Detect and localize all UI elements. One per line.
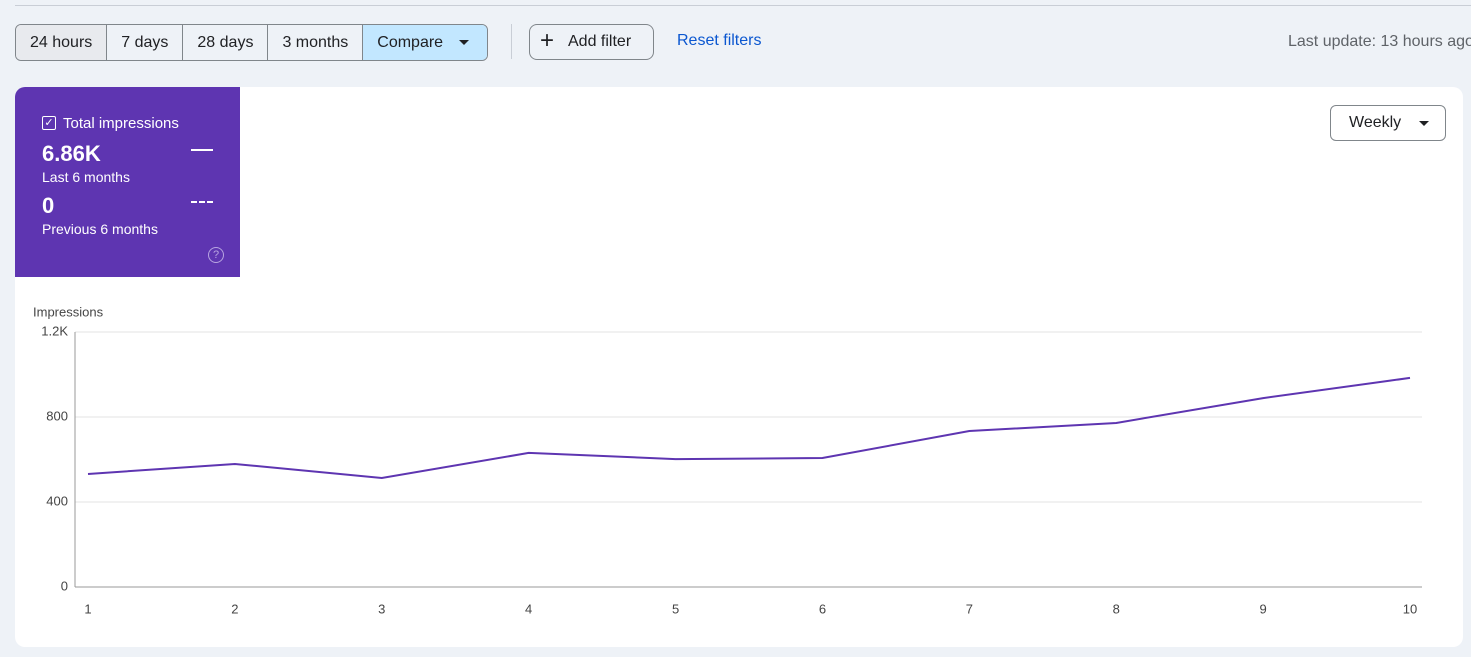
y-tick-label: 400 [46,493,68,508]
x-tick-label: 8 [1113,601,1120,616]
help-icon[interactable]: ? [208,247,224,263]
add-filter-label: Add filter [568,33,632,50]
x-tick-label: 10 [1403,601,1417,616]
granularity-label: Weekly [1349,114,1402,131]
y-tick-label: 0 [61,578,68,593]
plus-icon: + [540,27,555,54]
x-tick-label: 5 [672,601,679,616]
x-tick-label: 3 [378,601,385,616]
solid-legend [191,149,213,151]
previous-period: Previous 6 months [42,221,158,237]
divider [15,5,1471,6]
reset-filters-link[interactable]: Reset filters [677,32,762,49]
x-tick-label: 1 [84,601,91,616]
y-tick-label: 800 [46,408,68,423]
metric-tile[interactable]: ✓ Total impressions 6.86K Last 6 months … [15,87,240,277]
range-button[interactable]: 7 days [107,25,184,60]
dashed-legend [191,201,213,203]
caret [459,40,470,50]
x-tick-label: 6 [819,601,826,616]
separator [511,24,512,59]
range-button[interactable]: 3 months [268,25,364,60]
caret [1419,121,1429,131]
range-button[interactable]: 28 days [183,25,269,60]
range-selector: 24 hours 7 days 28 days 3 months Compare [15,24,489,61]
line-series [87,376,1411,479]
previous-value: 0 [42,193,55,218]
checkbox[interactable]: ✓ [42,116,56,130]
x-tick-label: 4 [525,601,532,616]
x-tick-label: 9 [1259,601,1266,616]
x-tick-label: 7 [966,601,973,616]
chart-card [15,87,1463,647]
compare-button[interactable]: Compare [363,25,488,60]
y-axis-label: Impressions [33,304,104,319]
range-button[interactable]: 24 hours [16,25,108,60]
compare-label: Compare [377,34,444,51]
metric-label: Total impressions [63,115,179,132]
current-period: Last 6 months [42,169,130,185]
last-update: Last update: 13 hours ago [1288,33,1471,50]
add-filter-button[interactable]: + Add filter [529,24,654,60]
x-tick-label: 2 [231,601,238,616]
granularity-dropdown[interactable]: Weekly [1330,105,1446,141]
current-value: 6.86K [42,141,101,166]
y-tick-label: 1.2K [41,323,68,338]
